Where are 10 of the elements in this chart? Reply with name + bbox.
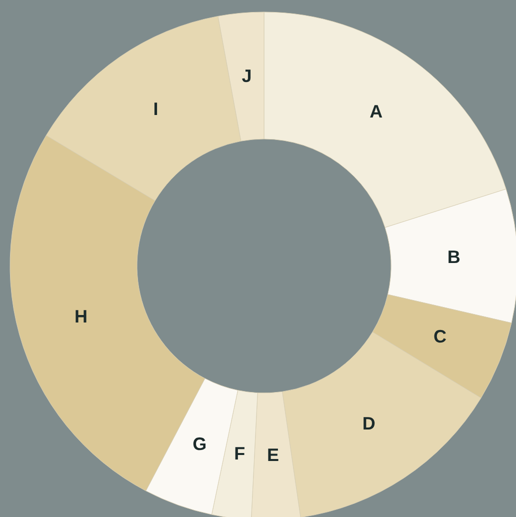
slice-label: A xyxy=(370,102,383,122)
slice-label: G xyxy=(192,434,207,454)
slice-label: B xyxy=(447,247,460,268)
slice-label: E xyxy=(266,444,279,465)
slice-label: C xyxy=(433,326,446,347)
slice-label: I xyxy=(153,98,158,119)
slice-label: H xyxy=(74,306,88,326)
slice-label: F xyxy=(234,443,246,464)
slice-label: D xyxy=(362,413,376,434)
slice-label: J xyxy=(242,66,252,86)
